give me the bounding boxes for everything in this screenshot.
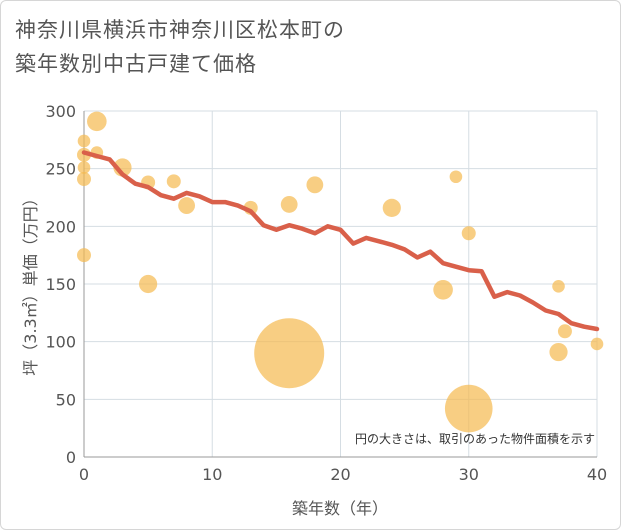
bubble-point [280, 196, 298, 213]
y-tick-label: 100 [45, 333, 76, 352]
bubble-point [433, 279, 453, 300]
bubble-series [77, 111, 604, 433]
bubble-point [449, 170, 463, 184]
grid-lines [84, 110, 598, 457]
y-axis-label: 坪（3.3㎡）単価（万円） [21, 190, 40, 375]
x-axis-label: 築年数（年） [292, 499, 388, 518]
chart-title: 神奈川県横浜市神奈川区松本町の 築年数別中古戸建て価格 [15, 13, 345, 81]
y-tick-label: 50 [56, 390, 76, 409]
bubble-point [590, 337, 604, 351]
bubble-point [461, 226, 476, 241]
bubble-point [254, 318, 325, 389]
bubble-point [77, 161, 91, 174]
bubble-point [557, 324, 572, 339]
average-line [81, 150, 600, 332]
average-line-series [81, 150, 600, 332]
bubble-point [77, 248, 91, 263]
x-tick-label: 30 [459, 465, 479, 484]
x-tick-label: 40 [587, 465, 607, 484]
tick-labels: 0 10 20 30 40 0 50 100 150 200 250 300 [45, 102, 607, 484]
bubble-point [306, 176, 324, 194]
chart-title-line-1: 神奈川県横浜市神奈川区松本町の [15, 18, 345, 42]
y-tick-label: 150 [45, 275, 76, 294]
bubble-point [549, 342, 568, 362]
bubble-point [444, 384, 493, 433]
bubble-point [77, 134, 91, 148]
bubble-point [166, 174, 181, 189]
x-tick-label: 20 [330, 465, 350, 484]
bubble-point [552, 280, 565, 293]
bubble-point [178, 197, 196, 214]
chart-annotation: 円の大きさは、取引のあった物件面積を示す [355, 431, 595, 446]
bubble-point [139, 274, 158, 294]
y-tick-label: 0 [66, 448, 76, 467]
bubble-point [382, 198, 401, 217]
y-tick-label: 250 [45, 160, 76, 179]
x-tick-label: 0 [79, 465, 89, 484]
bubble-point [77, 172, 91, 187]
x-tick-label: 10 [202, 465, 222, 484]
chart-title-line-2: 築年数別中古戸建て価格 [15, 52, 257, 76]
y-tick-label: 200 [45, 217, 76, 236]
y-tick-label: 300 [45, 102, 76, 121]
bubble-point [87, 111, 107, 132]
